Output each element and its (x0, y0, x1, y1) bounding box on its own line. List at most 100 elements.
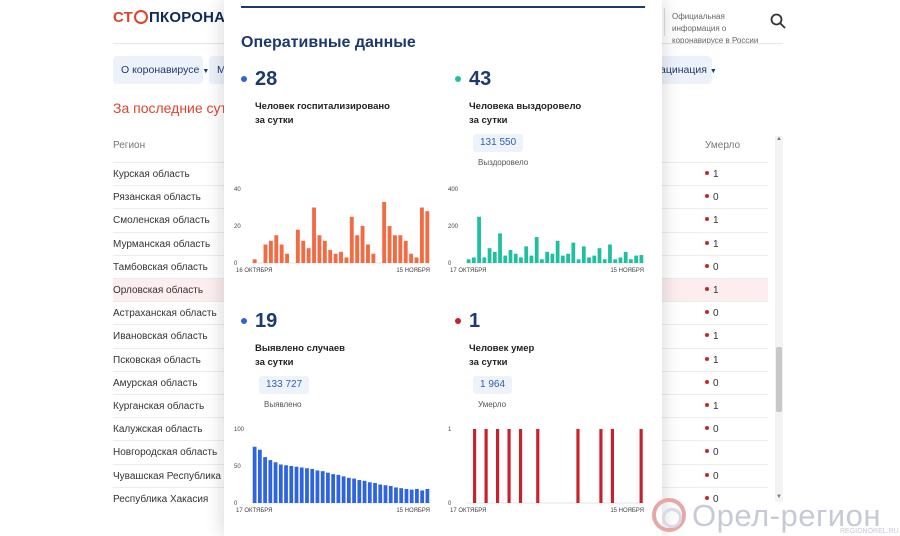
chart-bar[interactable] (373, 483, 377, 503)
chart-bar[interactable] (508, 250, 513, 263)
nav-vaccination[interactable]: ацинация ▼ (652, 56, 717, 84)
chart-bar[interactable] (639, 429, 643, 503)
search-icon[interactable] (770, 13, 786, 29)
chart-bar[interactable] (394, 487, 398, 503)
chart-bar[interactable] (618, 257, 623, 263)
chart-bar[interactable] (399, 488, 404, 503)
chart-bar[interactable] (519, 257, 523, 263)
chart-bar[interactable] (610, 429, 614, 503)
chart-bar[interactable] (312, 207, 316, 264)
chart-bar[interactable] (279, 244, 284, 264)
chart-bar[interactable] (613, 259, 618, 263)
chart-bar[interactable] (378, 484, 383, 504)
site-logo[interactable]: СТ ПКОРОНАВИ (113, 9, 247, 26)
chart-bar[interactable] (360, 226, 365, 263)
chart-bar[interactable] (301, 240, 306, 263)
column-header-region[interactable]: Регион (113, 140, 146, 151)
chart-bar[interactable] (581, 246, 586, 263)
chart-bar[interactable] (392, 235, 397, 263)
chart-bar[interactable] (355, 235, 360, 263)
chart-bar[interactable] (484, 429, 488, 503)
chart-bar[interactable] (540, 259, 544, 263)
chart-bar[interactable] (331, 474, 336, 503)
chart-bar[interactable] (602, 259, 607, 263)
chart-bar[interactable] (320, 471, 325, 503)
chart-bar[interactable] (252, 446, 257, 503)
chart-bar[interactable] (339, 251, 343, 263)
chart-bar[interactable] (357, 480, 362, 503)
chart-bar[interactable] (597, 248, 602, 263)
chart-bar[interactable] (289, 466, 294, 503)
chart-bar[interactable] (268, 460, 273, 503)
chart-bar[interactable] (344, 257, 349, 263)
chart-bar[interactable] (639, 255, 644, 263)
chart-bar[interactable] (268, 240, 273, 263)
chart-bar[interactable] (576, 429, 580, 503)
chart-bar[interactable] (420, 490, 425, 503)
scroll-down-arrow-icon[interactable]: ▼ (776, 494, 782, 500)
chart-bar[interactable] (629, 259, 633, 263)
chart-bar[interactable] (317, 235, 322, 263)
chart-bar[interactable] (285, 253, 290, 263)
chart-bar[interactable] (305, 468, 309, 503)
chart-bar[interactable] (383, 485, 388, 503)
chart-bar[interactable] (482, 257, 487, 263)
chart-bar[interactable] (252, 259, 257, 263)
chart-bar[interactable] (496, 429, 500, 503)
scroll-up-arrow-icon[interactable]: ▲ (776, 136, 782, 142)
chart-bar[interactable] (273, 462, 278, 503)
chart-bar[interactable] (322, 240, 327, 263)
chart-bar[interactable] (419, 207, 424, 264)
chart-bar[interactable] (346, 477, 351, 503)
chart-bar[interactable] (349, 216, 354, 263)
nav-about-coronavirus[interactable]: О коронавирусе ▼ (113, 56, 209, 84)
chart-bar[interactable] (263, 244, 268, 264)
chart-bar[interactable] (328, 250, 333, 263)
chart-bar[interactable] (498, 233, 502, 263)
chart-bar[interactable] (278, 464, 283, 503)
chart-bar[interactable] (409, 489, 414, 503)
chart-bar[interactable] (634, 255, 639, 263)
chart-bar[interactable] (295, 229, 300, 263)
chart-bar[interactable] (336, 474, 341, 503)
chart-bar[interactable] (414, 257, 419, 263)
chart-bar[interactable] (425, 211, 430, 263)
chart-bar[interactable] (409, 253, 414, 263)
chart-bar[interactable] (571, 242, 576, 263)
chart-bar[interactable] (507, 429, 511, 503)
chart-bar[interactable] (415, 488, 419, 503)
chart-bar[interactable] (608, 244, 612, 264)
chart-bar[interactable] (471, 257, 476, 263)
chart-bar[interactable] (599, 429, 603, 503)
chart-bar[interactable] (534, 237, 539, 263)
chart-bar[interactable] (566, 253, 570, 263)
chart-bar[interactable] (524, 246, 529, 263)
chart-bar[interactable] (388, 485, 393, 503)
chart-bar[interactable] (315, 470, 320, 503)
chart-bar[interactable] (492, 251, 497, 263)
chart-bar[interactable] (352, 478, 356, 503)
chart-bar[interactable] (466, 259, 471, 263)
chart-bar[interactable] (576, 259, 581, 263)
chart-bar[interactable] (518, 429, 523, 503)
chart-bar[interactable] (274, 235, 279, 263)
chart-bar[interactable] (477, 216, 481, 263)
chart-bar[interactable] (473, 429, 477, 503)
chart-bar[interactable] (333, 253, 338, 263)
chart-bar[interactable] (555, 240, 560, 263)
chart-bar[interactable] (306, 248, 311, 263)
chart-bar[interactable] (257, 449, 262, 503)
chart-bar[interactable] (487, 248, 492, 263)
chart-bar[interactable] (284, 465, 288, 503)
chart-bar[interactable] (403, 240, 408, 263)
chart-bar[interactable] (387, 226, 392, 263)
chart-bar[interactable] (398, 235, 403, 263)
chart-bar[interactable] (536, 429, 540, 503)
scrollbar-track[interactable] (775, 136, 783, 502)
chart-bar[interactable] (382, 201, 387, 263)
chart-bar[interactable] (587, 257, 591, 263)
chart-bar[interactable] (263, 457, 267, 503)
chart-bar[interactable] (560, 255, 565, 263)
chart-bar[interactable] (366, 244, 370, 264)
chart-bar[interactable] (362, 480, 367, 503)
